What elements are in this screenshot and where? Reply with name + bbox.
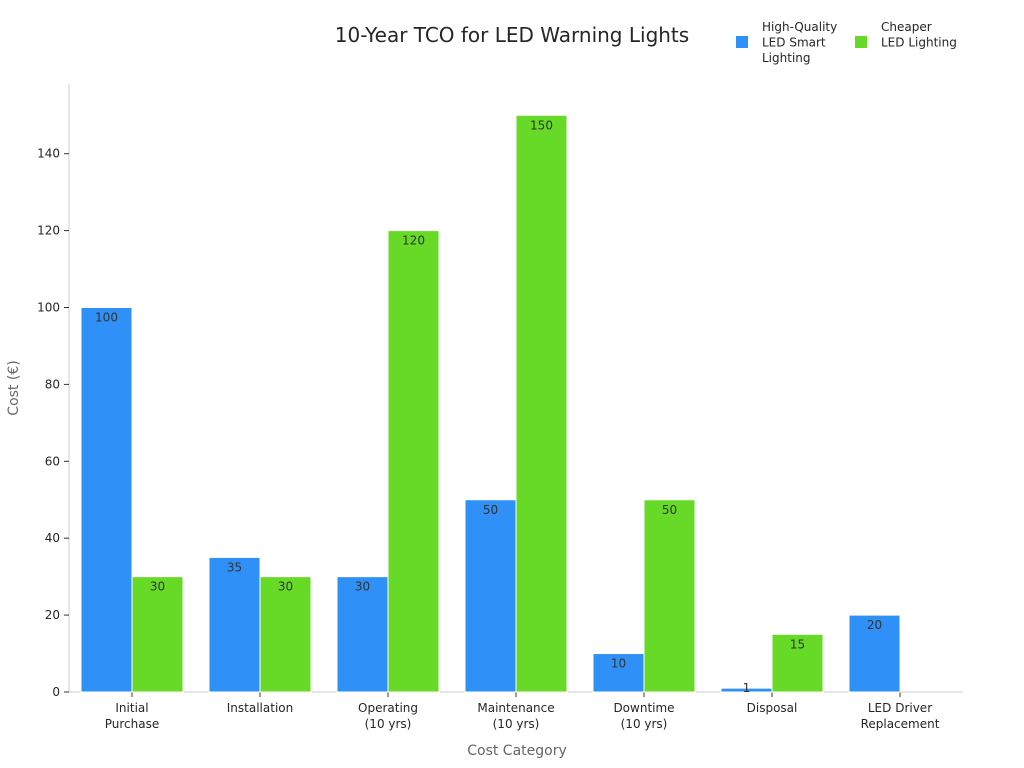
x-tick-label: LED Driver Replacement (861, 701, 940, 731)
bar-data-label: 10 (611, 657, 626, 671)
bar-series-1 (131, 576, 184, 693)
legend-label-line: Cheaper (881, 20, 932, 34)
y-tick-label: 40 (45, 531, 60, 545)
x-axis-title: Cost Category (467, 743, 567, 759)
bar-series-0 (208, 556, 261, 693)
legend-label-series-1: Cheaper LED Lighting (881, 20, 957, 50)
bar-data-label: 1 (743, 681, 751, 695)
bar-series-0 (592, 653, 645, 693)
legend: High-Quality LED Smart Lighting Cheaper LED … (736, 20, 957, 65)
x-tick-label-line: (10 yrs) (493, 717, 540, 731)
x-tick-label: Operating (10 yrs) (358, 701, 418, 731)
y-tick-label: 80 (45, 377, 60, 391)
y-tick-label: 60 (45, 454, 60, 468)
bar-series-1 (387, 230, 440, 693)
bar-data-label: 120 (402, 234, 425, 248)
bar-series-1 (771, 633, 824, 693)
y-tick-label: 140 (37, 147, 60, 161)
x-tick-label: Downtime (10 yrs) (613, 701, 674, 731)
x-tick-label: Maintenance (10 yrs) (477, 701, 554, 731)
legend-label-line: Lighting (762, 51, 811, 65)
bar-series-1 (515, 114, 568, 693)
x-tick-label: Initial Purchase (105, 701, 160, 731)
legend-swatch-series-1 (855, 36, 867, 48)
legend-label-line: High-Quality (762, 20, 837, 34)
x-tick-label-line: Downtime (613, 701, 674, 715)
x-tick-label: Disposal (747, 701, 798, 715)
x-tick-label-line: Purchase (105, 717, 160, 731)
y-tick-label: 100 (37, 301, 60, 315)
legend-label-line: LED Smart (762, 36, 826, 50)
y-tick-label: 20 (45, 608, 60, 622)
bar-data-label: 30 (150, 580, 165, 594)
bar-series-1 (259, 576, 312, 693)
y-tick-label: 120 (37, 224, 60, 238)
bar-data-label: 30 (278, 580, 293, 594)
x-tick-label-line: Replacement (861, 717, 940, 731)
bar-series-0 (464, 499, 517, 693)
legend-label-line: LED Lighting (881, 36, 957, 50)
chart-title: 10-Year TCO for LED Warning Lights (335, 23, 689, 47)
bar-series-0 (336, 576, 389, 693)
x-tick-label-line: (10 yrs) (621, 717, 668, 731)
y-axis-title: Cost (€) (6, 360, 22, 415)
bar-data-label: 50 (662, 503, 677, 517)
bar-data-label: 35 (227, 560, 242, 574)
bar-data-label: 100 (95, 311, 118, 325)
bar-data-label: 50 (483, 503, 498, 517)
legend-swatch-series-0 (736, 36, 748, 48)
x-tick-label-line: LED Driver (868, 701, 932, 715)
bar-series-0 (848, 614, 901, 693)
y-tick-label: 0 (52, 685, 60, 699)
x-tick-label-line: (10 yrs) (365, 717, 412, 731)
x-tick-label-line: Operating (358, 701, 418, 715)
bar-data-label: 150 (530, 118, 553, 132)
x-tick-label: Installation (227, 701, 293, 715)
x-tick-label-line: Disposal (747, 701, 798, 715)
bar-data-label: 30 (355, 580, 370, 594)
legend-label-series-0: High-Quality LED Smart Lighting (762, 20, 837, 65)
bar-data-label: 15 (790, 637, 805, 651)
x-tick-label-line: Maintenance (477, 701, 554, 715)
x-tick-label-line: Initial (115, 701, 148, 715)
bar-series-1 (643, 499, 696, 693)
bar-data-label: 20 (867, 618, 882, 632)
bar-series-0 (80, 307, 133, 693)
x-tick-label-line: Installation (227, 701, 293, 715)
